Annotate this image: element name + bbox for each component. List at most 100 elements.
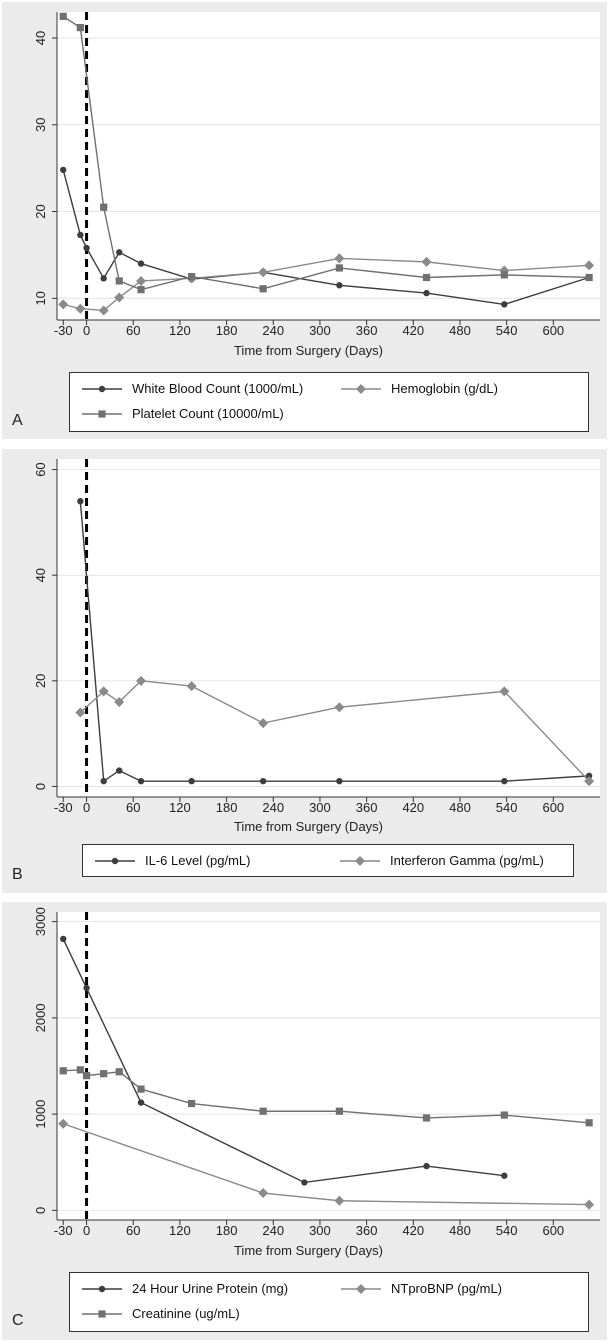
data-point <box>334 253 345 264</box>
data-point <box>186 681 197 692</box>
y-tick-label: 20 <box>33 204 48 218</box>
x-tick-label: -30 <box>54 800 73 815</box>
x-tick-label: -30 <box>54 1223 73 1238</box>
data-point <box>136 275 147 286</box>
data-point <box>115 1068 123 1076</box>
data-point <box>58 299 69 310</box>
x-tick-label: 300 <box>309 323 331 338</box>
x-tick-label: 360 <box>356 800 378 815</box>
data-point <box>59 1067 67 1075</box>
chart-svg-c: 0 1000 2000 3000 -30 0 60 120 180 240 300 360 420 480… <box>33 907 600 1258</box>
legend-symbol <box>82 385 122 393</box>
data-point <box>100 777 107 785</box>
data-point <box>585 772 593 780</box>
data-point <box>82 1072 91 1080</box>
plot-area <box>57 12 600 320</box>
data-point <box>334 702 345 713</box>
x-tick-label: 240 <box>262 800 284 815</box>
data-point <box>585 273 593 282</box>
data-point <box>423 289 430 297</box>
legend-a: White Blood Count (1000/mL) Hemoglobin (g… <box>69 372 589 432</box>
panel-label-b: B <box>12 866 23 883</box>
plot-area <box>57 459 600 797</box>
data-point <box>136 675 147 686</box>
x-tick-label: 300 <box>309 800 331 815</box>
legend-marker <box>98 1285 106 1293</box>
data-point <box>59 12 67 20</box>
y-tick-label: 0 <box>33 1207 48 1214</box>
data-point <box>500 271 508 279</box>
y-tick-label: 20 <box>33 674 48 688</box>
data-point <box>116 767 123 774</box>
data-point <box>423 1162 430 1170</box>
data-point <box>259 1107 267 1115</box>
legend-marker <box>98 385 106 393</box>
x-tick-label: 0 <box>83 800 90 815</box>
legend-marker <box>111 857 119 865</box>
x-tick-label: 540 <box>496 1223 518 1238</box>
x-tick-label: 540 <box>496 800 518 815</box>
data-point <box>501 1172 508 1179</box>
y-tick-label: 3000 <box>33 907 48 936</box>
data-point <box>60 166 67 174</box>
data-point <box>137 260 145 267</box>
chart-panel-b: 0 20 40 60 -30 0 60 120 180 240 300 360 420 480 540 600… <box>2 449 607 893</box>
data-point <box>60 935 67 943</box>
data-point <box>98 305 109 316</box>
data-point <box>584 776 595 787</box>
data-point <box>301 1179 308 1186</box>
x-tick-label: 0 <box>83 323 90 338</box>
data-point <box>187 273 196 281</box>
data-point <box>422 273 431 282</box>
x-tick-label: 360 <box>356 323 378 338</box>
data-point <box>114 696 125 707</box>
x-tick-label: 60 <box>126 323 140 338</box>
legend-symbol <box>82 1285 122 1293</box>
x-tick-label: 540 <box>496 323 518 338</box>
legend-symbol <box>82 1310 122 1318</box>
x-tick-label: 480 <box>449 800 471 815</box>
x-axis-label: Time from Surgery (Days) <box>234 1243 383 1258</box>
x-tick-label: 0 <box>83 1223 90 1238</box>
data-point <box>83 244 90 252</box>
legend-marker <box>98 1310 106 1318</box>
legend-marker <box>356 384 366 394</box>
legend-label: Platelet Count (10000/mL) <box>132 406 284 421</box>
x-tick-label: 180 <box>216 800 238 815</box>
data-point <box>336 777 343 785</box>
legend-marker <box>98 410 106 418</box>
data-point <box>76 1066 84 1074</box>
data-point <box>100 203 108 211</box>
data-point <box>76 24 84 32</box>
data-point <box>114 292 125 303</box>
data-point <box>584 1199 595 1210</box>
data-point <box>137 1099 145 1106</box>
data-point <box>336 282 343 289</box>
data-point <box>137 777 145 785</box>
x-tick-label: 180 <box>216 1223 238 1238</box>
legend-marker <box>356 1284 366 1294</box>
data-point <box>116 249 123 256</box>
data-point <box>77 498 84 505</box>
x-tick-label: 60 <box>126 1223 140 1238</box>
x-tick-label: 420 <box>402 800 424 815</box>
data-point <box>585 1119 593 1127</box>
data-point <box>75 707 86 718</box>
legend-marker <box>355 856 365 866</box>
chart-svg-a: 10 20 30 40 -30 0 60 120 180 240 300 360 420 480 540 60… <box>33 12 600 358</box>
y-tick-label: 0 <box>33 783 48 790</box>
data-point <box>334 1195 345 1206</box>
legend-label: White Blood Count (1000/mL) <box>132 381 304 396</box>
data-point <box>499 686 510 697</box>
legend-symbol <box>82 410 122 418</box>
data-point <box>100 275 107 282</box>
data-point <box>501 301 508 308</box>
legend-b: IL-6 Level (pg/mL) Interferon Gamma (pg/m… <box>82 844 574 877</box>
legend-c: 24 Hour Urine Protein (mg) NTproBNP (pg/m… <box>69 1272 589 1332</box>
x-tick-label: 600 <box>542 1223 564 1238</box>
legend-label: IL-6 Level (pg/mL) <box>145 853 251 868</box>
legend-symbol <box>341 384 381 394</box>
data-point <box>258 1188 269 1199</box>
y-tick-label: 30 <box>33 118 48 132</box>
x-tick-label: 360 <box>356 1223 378 1238</box>
